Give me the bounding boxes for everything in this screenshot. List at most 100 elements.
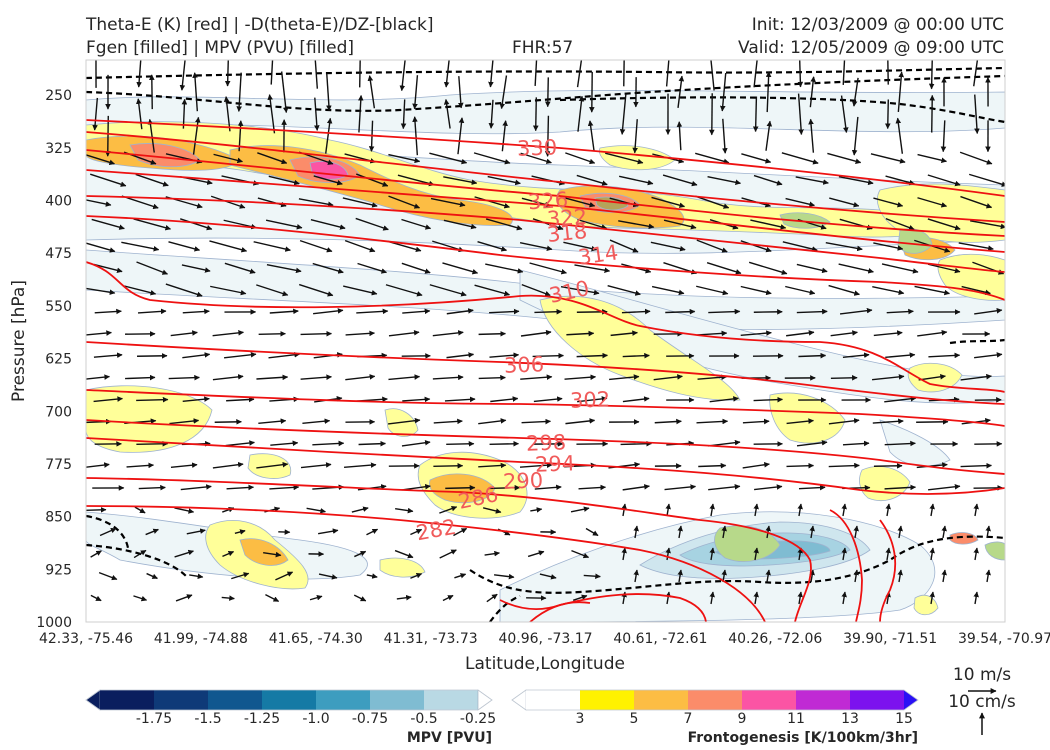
wind-vector — [86, 507, 107, 513]
wind-vector — [519, 462, 553, 469]
x-tick-label: 40.26, -72.06 — [728, 631, 822, 647]
y-tick-label: 625 — [45, 352, 72, 368]
wind-vector — [566, 330, 595, 337]
wind-vector — [796, 439, 828, 447]
wind-vectors — [86, 60, 1005, 605]
wind-vector — [309, 594, 323, 601]
wind-vector — [299, 239, 333, 253]
colorbar-extend-right — [477, 689, 493, 711]
wind-vector — [146, 572, 158, 580]
wind-vector — [90, 173, 127, 187]
wind-vector — [786, 418, 814, 425]
wind-vector — [545, 77, 551, 108]
wind-vector — [721, 525, 727, 539]
y-axis: 250 325 400 475 550 625 700 775 850 925 1000 — [36, 88, 72, 631]
colorbar-tick-label: 3 — [576, 711, 585, 727]
wind-vector — [619, 93, 627, 135]
colorbar-title: MPV [PVU] — [407, 730, 492, 746]
wind-vector — [796, 263, 828, 274]
y-tick-label: 775 — [45, 457, 72, 473]
wind-vector — [214, 419, 242, 425]
wind-vector — [366, 528, 379, 536]
wind-vector — [914, 285, 950, 296]
wind-vector — [493, 573, 515, 580]
wind-vector — [137, 308, 167, 315]
filled-contour — [714, 525, 781, 562]
wind-vector — [662, 174, 698, 187]
x-axis-label: Latitude,Longitude — [465, 654, 625, 674]
wind-vector — [696, 418, 729, 425]
dthetae-dz-contour — [86, 543, 187, 577]
wind-vector — [133, 549, 147, 559]
wind-vector — [853, 525, 859, 539]
colorbar-segment — [742, 690, 797, 710]
wind-vector — [632, 119, 638, 154]
wind-vector — [181, 264, 211, 273]
wind-vector — [394, 549, 414, 559]
y-tick-label: 850 — [45, 510, 72, 526]
wind-vector — [268, 175, 300, 186]
wind-vector — [960, 195, 993, 209]
wind-vector — [499, 75, 508, 110]
wind-vector — [212, 374, 244, 381]
colorbar-segment — [526, 690, 581, 710]
wind-vector — [104, 115, 111, 157]
wind-vector — [665, 308, 696, 315]
wind-vector — [695, 195, 730, 209]
wind-vector — [709, 547, 715, 561]
wind-vector — [609, 374, 640, 381]
theta-e-contour — [86, 169, 1005, 253]
wind-vector — [442, 594, 454, 602]
x-axis: 42.33, -75.46 41.99, -74.88 41.65, -74.30 4… — [39, 631, 1050, 647]
wind-vector — [609, 239, 639, 253]
wind-vector — [570, 506, 590, 513]
wind-vector — [785, 285, 816, 296]
wind-vector — [885, 503, 891, 517]
wind-vector — [621, 308, 651, 315]
wind-vector — [782, 241, 818, 252]
wind-vector — [265, 594, 280, 602]
wind-vector — [885, 547, 891, 561]
y-tick-label: 325 — [45, 141, 72, 157]
wind-vector — [180, 484, 212, 491]
wind-vector — [222, 550, 235, 558]
y-tick-label: 700 — [45, 404, 72, 420]
wind-vector — [433, 418, 463, 425]
y-tick-label: 550 — [45, 299, 72, 315]
wind-vector — [881, 263, 919, 274]
wind-vector — [439, 505, 458, 514]
wind-vector — [534, 308, 563, 315]
wind-vector — [765, 71, 772, 113]
wind-vector — [182, 396, 210, 403]
wind-vector — [695, 152, 730, 165]
wind-vector — [344, 239, 376, 253]
wind-vector — [401, 218, 432, 230]
wind-vector — [968, 173, 1005, 187]
wind-vector — [186, 528, 206, 535]
wind-vector — [786, 462, 815, 469]
wind-vector — [706, 262, 742, 275]
wind-vector — [842, 352, 870, 359]
wind-vector — [258, 331, 286, 337]
plot-frame — [85, 59, 1006, 623]
theta-e-contour — [86, 261, 1005, 393]
vector-key: 10 m/s 10 cm/s — [948, 665, 1016, 735]
wind-vector — [873, 330, 903, 337]
wind-vector — [753, 591, 759, 605]
wind-vector — [174, 549, 194, 558]
wind-vector — [797, 591, 803, 605]
wind-vector — [446, 352, 475, 359]
wind-vector — [742, 418, 770, 425]
wind-vector — [583, 573, 601, 580]
wind-vector — [489, 440, 519, 447]
wind-vector — [92, 97, 99, 131]
wind-vector — [174, 507, 195, 514]
wind-vector — [651, 196, 686, 208]
wind-vector — [298, 198, 334, 208]
wind-vector — [929, 94, 935, 133]
wind-vector — [126, 462, 155, 469]
wind-vector — [827, 152, 862, 164]
wind-vector — [430, 197, 466, 208]
wind-vector — [192, 116, 201, 155]
wind-vector — [474, 196, 510, 209]
